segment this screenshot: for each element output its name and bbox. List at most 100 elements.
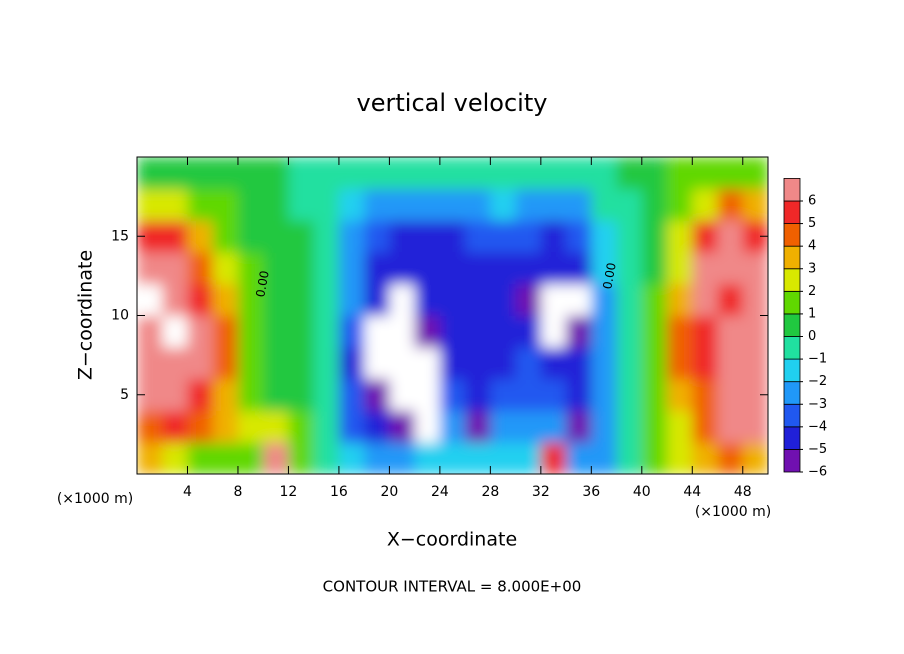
y-tick-label: 15 — [111, 228, 129, 244]
cell — [162, 283, 188, 316]
cell — [540, 410, 567, 443]
cell — [162, 410, 188, 443]
colorbar-swatch — [783, 178, 801, 202]
cell — [137, 157, 163, 190]
x-tick-label: 8 — [233, 484, 242, 500]
cell — [465, 188, 491, 221]
cell — [263, 442, 289, 474]
cell — [288, 220, 315, 253]
cell — [162, 220, 188, 253]
cell — [137, 252, 163, 285]
cell — [162, 252, 188, 285]
cell — [465, 157, 491, 190]
cell — [591, 220, 618, 253]
y-tick-label: 10 — [111, 308, 129, 324]
cell — [364, 188, 390, 221]
cell — [338, 347, 365, 380]
cell — [338, 442, 365, 474]
cell — [742, 188, 768, 221]
cell — [414, 347, 441, 380]
cell — [162, 347, 188, 380]
cell — [389, 410, 416, 443]
cell — [490, 220, 517, 253]
colorbar-swatch — [783, 245, 801, 270]
cell — [389, 442, 416, 474]
cell — [237, 347, 264, 380]
cell — [667, 315, 693, 348]
cell — [212, 283, 239, 316]
cell — [667, 283, 693, 316]
cell — [742, 347, 768, 380]
cell — [566, 378, 592, 412]
cell — [439, 347, 466, 380]
cell — [667, 252, 693, 285]
cell — [692, 315, 719, 348]
colorbar-tick-label: −5 — [808, 442, 827, 457]
cell — [137, 315, 163, 348]
cell — [641, 157, 668, 190]
cell — [414, 252, 441, 285]
cell — [692, 188, 719, 221]
cell — [439, 378, 466, 412]
cell — [187, 442, 214, 474]
cell — [591, 442, 618, 474]
cell — [465, 220, 491, 253]
cell — [212, 220, 239, 253]
cell — [566, 315, 592, 348]
x-tick-label: 44 — [683, 484, 701, 500]
cell — [742, 283, 768, 316]
cell — [566, 442, 592, 474]
x-tick-label: 20 — [380, 484, 398, 500]
cell — [439, 157, 466, 190]
cell — [187, 252, 214, 285]
cell — [591, 283, 618, 316]
cell — [490, 347, 517, 380]
cell — [717, 283, 744, 316]
x-axis-label: X−coordinate — [387, 529, 517, 551]
cell — [465, 252, 491, 285]
cell — [515, 220, 542, 253]
cell — [667, 410, 693, 443]
cell — [692, 283, 719, 316]
cell — [692, 410, 719, 443]
cell — [717, 315, 744, 348]
cell — [490, 378, 517, 412]
cell — [540, 188, 567, 221]
cell — [414, 410, 441, 443]
cell — [692, 442, 719, 474]
cell — [212, 188, 239, 221]
cell — [439, 188, 466, 221]
cell — [313, 283, 340, 316]
cell — [540, 315, 567, 348]
cell — [616, 410, 643, 443]
cell — [490, 442, 517, 474]
cell — [465, 315, 491, 348]
cell — [212, 347, 239, 380]
cell — [263, 252, 289, 285]
colorbar-swatch — [783, 336, 801, 360]
cell — [338, 315, 365, 348]
cell — [692, 220, 719, 253]
colorbar-tick-label: 0 — [808, 329, 816, 344]
cell — [515, 347, 542, 380]
cell — [389, 252, 416, 285]
cell — [641, 188, 668, 221]
cell — [162, 442, 188, 474]
cell — [667, 157, 693, 190]
cell — [263, 315, 289, 348]
cell — [137, 188, 163, 221]
cell — [667, 442, 693, 474]
cell — [389, 220, 416, 253]
cell — [717, 347, 744, 380]
cell — [540, 220, 567, 253]
cell — [616, 188, 643, 221]
cell — [263, 220, 289, 253]
cell — [717, 188, 744, 221]
cell — [515, 188, 542, 221]
cell — [490, 157, 517, 190]
x-tick-label: 24 — [431, 484, 449, 500]
cell — [263, 410, 289, 443]
cell — [263, 188, 289, 221]
cell — [338, 283, 365, 316]
cell — [540, 157, 567, 190]
